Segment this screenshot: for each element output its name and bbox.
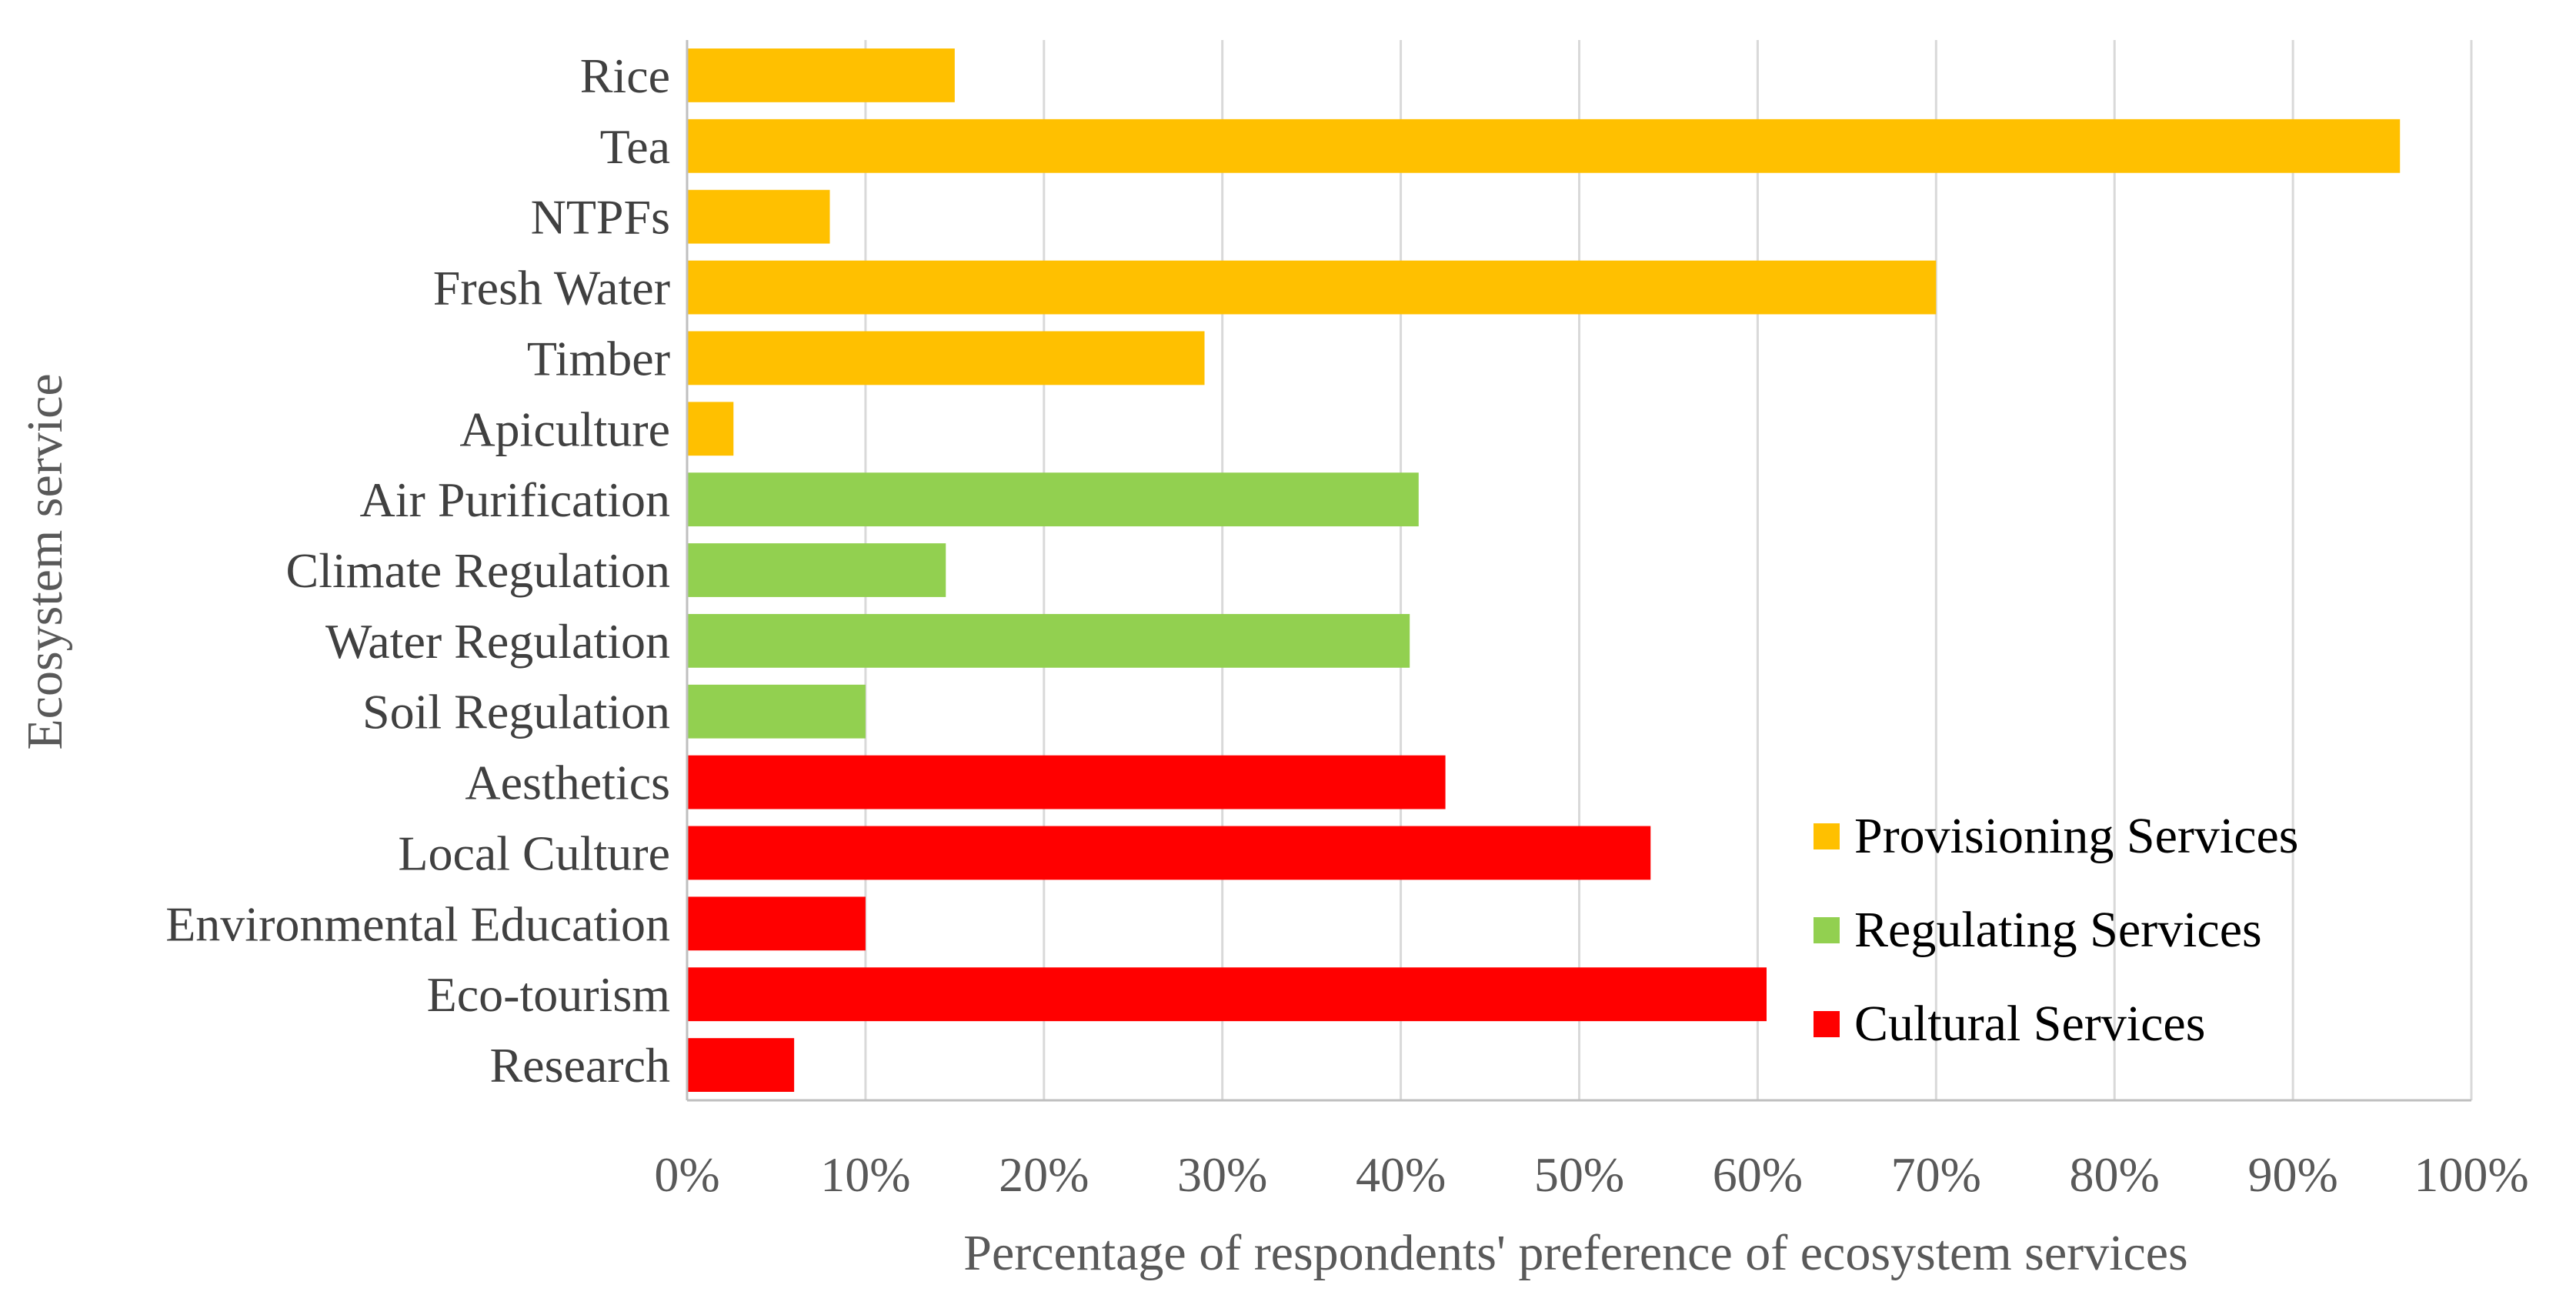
bar-aesthetics [687, 755, 1446, 809]
bar-apiculture [687, 402, 734, 456]
category-label-timber: Timber [527, 331, 670, 385]
gridlines [864, 40, 2473, 1100]
category-label-environmental-education: Environmental Education [165, 896, 670, 951]
category-label-ntpfs: NTPFs [531, 190, 670, 245]
x-tick-label-70: 70% [1891, 1147, 1981, 1202]
x-tick-label-100: 100% [2414, 1147, 2528, 1202]
bar-rice [687, 48, 955, 102]
category-label-water-regulation: Water Regulation [325, 614, 670, 669]
bar-soil-regulation [687, 684, 866, 739]
bar-eco-tourism [687, 967, 1767, 1022]
bar-environmental-education [687, 896, 866, 951]
category-label-local-culture: Local Culture [398, 826, 670, 880]
bar-local-culture [687, 826, 1651, 880]
x-tick-label-60: 60% [1713, 1147, 1803, 1202]
category-label-air-purification: Air Purification [360, 472, 670, 527]
x-tick-label-50: 50% [1534, 1147, 1624, 1202]
bar-tea [687, 118, 2401, 173]
axes [686, 40, 2471, 1102]
legend-label-regulating: Regulating Services [1854, 902, 2262, 958]
x-tick-label-40: 40% [1356, 1147, 1446, 1202]
legend-swatch-regulating [1814, 917, 1840, 943]
bar-air-purification [687, 472, 1419, 527]
category-label-climate-regulation: Climate Regulation [286, 543, 670, 598]
bar-timber [687, 331, 1205, 385]
category-labels: Rice Tea NTPFs Fresh Water Timber Apiculture A… [165, 48, 670, 1093]
category-label-soil-regulation: Soil Regulation [362, 685, 670, 739]
x-tick-label-10: 10% [820, 1147, 910, 1202]
x-tick-label-80: 80% [2070, 1147, 2160, 1202]
category-label-tea: Tea [600, 119, 670, 174]
x-axis-title: Percentage of respondents' preference of… [963, 1225, 2188, 1281]
bars [687, 48, 2401, 1092]
legend-label-provisioning: Provisioning Services [1854, 808, 2298, 864]
y-axis-title: Ecosystem service [17, 373, 73, 749]
x-tick-label-0: 0% [654, 1147, 719, 1202]
legend-swatch-cultural [1814, 1011, 1840, 1037]
category-label-research: Research [489, 1038, 670, 1093]
x-tick-label-90: 90% [2247, 1147, 2337, 1202]
bar-ntpfs [687, 189, 830, 244]
legend-swatch-provisioning [1814, 823, 1840, 849]
x-tick-label-30: 30% [1177, 1147, 1267, 1202]
category-label-eco-tourism: Eco-tourism [427, 967, 670, 1022]
category-label-aesthetics: Aesthetics [465, 756, 670, 810]
category-label-fresh-water: Fresh Water [433, 261, 670, 315]
category-label-rice: Rice [580, 48, 670, 103]
category-label-apiculture: Apiculture [459, 402, 670, 456]
bar-water-regulation [687, 613, 1410, 668]
x-tick-labels: 0% 10% 20% 30% 40% 50% 60% 70% 80% 90% 100% [654, 1147, 2528, 1202]
bar-fresh-water [687, 260, 1937, 315]
x-tick-label-20: 20% [999, 1147, 1089, 1202]
legend-label-cultural: Cultural Services [1854, 996, 2205, 1052]
bar-climate-regulation [687, 543, 946, 597]
legend: Provisioning Services Regulating Service… [1814, 808, 2298, 1052]
bar-research [687, 1038, 795, 1092]
